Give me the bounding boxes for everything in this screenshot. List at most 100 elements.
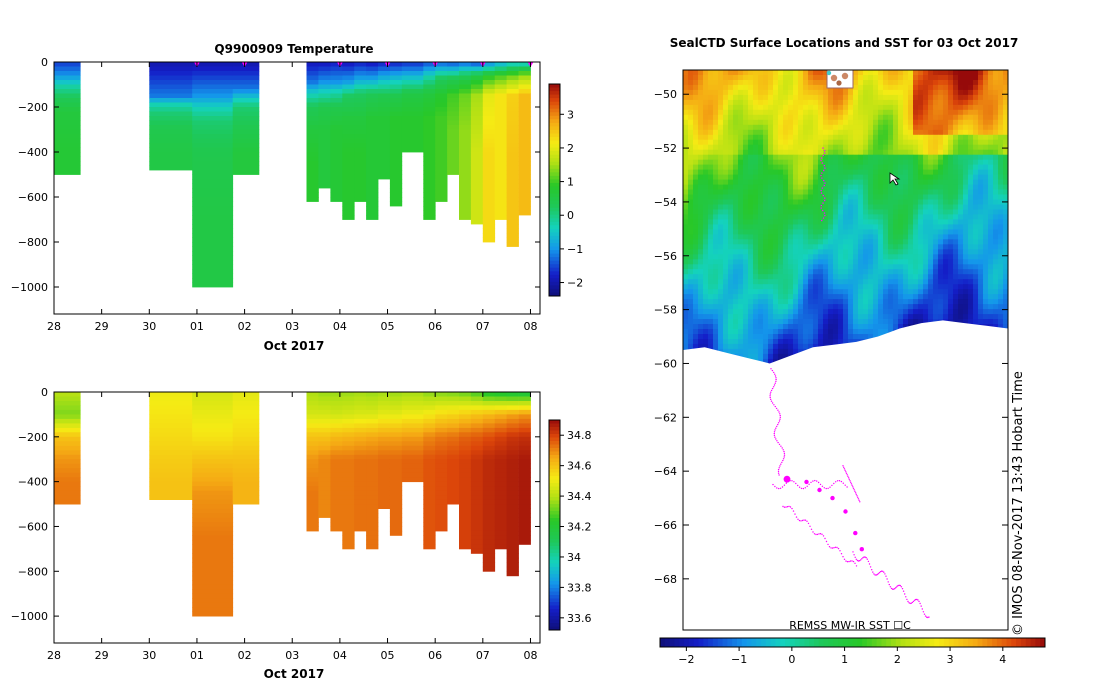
sst-cell bbox=[808, 274, 814, 280]
sst-cell bbox=[888, 154, 894, 161]
sst-cell bbox=[943, 234, 949, 240]
profile-cell bbox=[192, 544, 234, 550]
sst-cell bbox=[758, 129, 764, 136]
sst-cell bbox=[893, 75, 899, 81]
sst-cell bbox=[848, 214, 854, 220]
profile-cell bbox=[447, 432, 460, 438]
profile-cell bbox=[366, 111, 379, 117]
profile-cell bbox=[518, 396, 531, 402]
sst-cell bbox=[683, 149, 689, 156]
sst-cell bbox=[883, 164, 889, 170]
sst-cell bbox=[853, 94, 859, 101]
sst-cell bbox=[753, 204, 759, 210]
sst-cell bbox=[838, 234, 844, 240]
profile-cell bbox=[378, 499, 391, 505]
sst-cell bbox=[958, 189, 964, 195]
sst-cell bbox=[798, 164, 804, 170]
sst-cell bbox=[958, 254, 964, 260]
sst-cell bbox=[703, 319, 709, 325]
profile-cell bbox=[482, 401, 496, 406]
sst-cell bbox=[818, 109, 824, 116]
sst-cell bbox=[718, 239, 724, 245]
profile-cell bbox=[518, 98, 531, 103]
sst-cell bbox=[853, 239, 859, 245]
sst-cell bbox=[758, 289, 764, 295]
sst-cell bbox=[803, 279, 809, 285]
sst-cell bbox=[958, 124, 964, 131]
sst-cell bbox=[868, 239, 874, 245]
sst-cell bbox=[743, 144, 749, 151]
sst-cell bbox=[688, 89, 694, 96]
sst-cell bbox=[993, 169, 999, 175]
profile-cell bbox=[342, 522, 355, 527]
profile-cell bbox=[330, 89, 343, 94]
sst-cell bbox=[733, 269, 739, 275]
sst-cell bbox=[838, 264, 844, 270]
sst-cell bbox=[703, 124, 709, 131]
sst-cell bbox=[823, 149, 829, 156]
sst-cell bbox=[693, 159, 699, 166]
sst-cell bbox=[703, 144, 709, 151]
profile-cell bbox=[506, 535, 519, 541]
sst-cell bbox=[808, 309, 814, 315]
sst-cell bbox=[823, 75, 829, 81]
sst-cell bbox=[828, 164, 834, 170]
profile-cell bbox=[389, 201, 403, 207]
profile-cell bbox=[366, 513, 379, 518]
sst-cell bbox=[973, 184, 979, 190]
sst-cell bbox=[888, 294, 894, 300]
profile-cell bbox=[330, 472, 343, 478]
sst-cell bbox=[873, 134, 879, 141]
sst-cell bbox=[828, 209, 834, 215]
sst-cell bbox=[943, 199, 949, 205]
sst-cell bbox=[728, 184, 734, 190]
profile-cell bbox=[366, 197, 379, 202]
sst-cell bbox=[898, 214, 904, 220]
sst-cell bbox=[993, 119, 999, 126]
sst-cell bbox=[983, 194, 989, 200]
profile-cell bbox=[342, 111, 355, 117]
profile-cell bbox=[459, 192, 472, 198]
profile-cell bbox=[482, 490, 496, 496]
sst-cell bbox=[898, 279, 904, 285]
sst-cell bbox=[863, 124, 869, 131]
sst-cell bbox=[798, 204, 804, 210]
sst-cell bbox=[693, 139, 699, 146]
sst-cell bbox=[723, 274, 729, 280]
sst-cell bbox=[693, 199, 699, 205]
profile-cell bbox=[192, 414, 234, 420]
sst-cell bbox=[908, 94, 914, 101]
sst-cell bbox=[828, 244, 834, 250]
profile-cell bbox=[342, 396, 355, 402]
profile-cell bbox=[423, 206, 436, 211]
sst-cell bbox=[818, 234, 824, 240]
sst-cell bbox=[998, 134, 1004, 141]
sst-cell bbox=[828, 284, 834, 290]
sst-cell bbox=[773, 309, 779, 315]
sst-cell bbox=[998, 244, 1004, 250]
sst-cell bbox=[703, 84, 709, 91]
sst-cell bbox=[748, 219, 754, 225]
profile-cell bbox=[423, 427, 436, 433]
profile-cell bbox=[378, 93, 391, 99]
sst-cell bbox=[798, 229, 804, 235]
profile-cell bbox=[423, 392, 436, 397]
sst-cell bbox=[898, 299, 904, 305]
sst-cell bbox=[853, 179, 859, 185]
sst-cell bbox=[798, 234, 804, 240]
profile-cell bbox=[54, 481, 81, 487]
profile-cell bbox=[423, 513, 436, 518]
sst-cell bbox=[963, 84, 969, 91]
sst-cell bbox=[743, 279, 749, 285]
profile-cell bbox=[342, 481, 355, 487]
profile-cell bbox=[354, 165, 367, 171]
sst-cell bbox=[908, 139, 914, 146]
sst-cell bbox=[778, 269, 784, 275]
profile-cell bbox=[306, 468, 319, 474]
x-tick-label: 04 bbox=[333, 649, 347, 662]
sst-cell bbox=[803, 309, 809, 315]
profile-cell bbox=[435, 459, 448, 465]
sst-cell bbox=[798, 239, 804, 245]
sst-cell bbox=[733, 239, 739, 245]
profile-cell bbox=[306, 93, 319, 99]
